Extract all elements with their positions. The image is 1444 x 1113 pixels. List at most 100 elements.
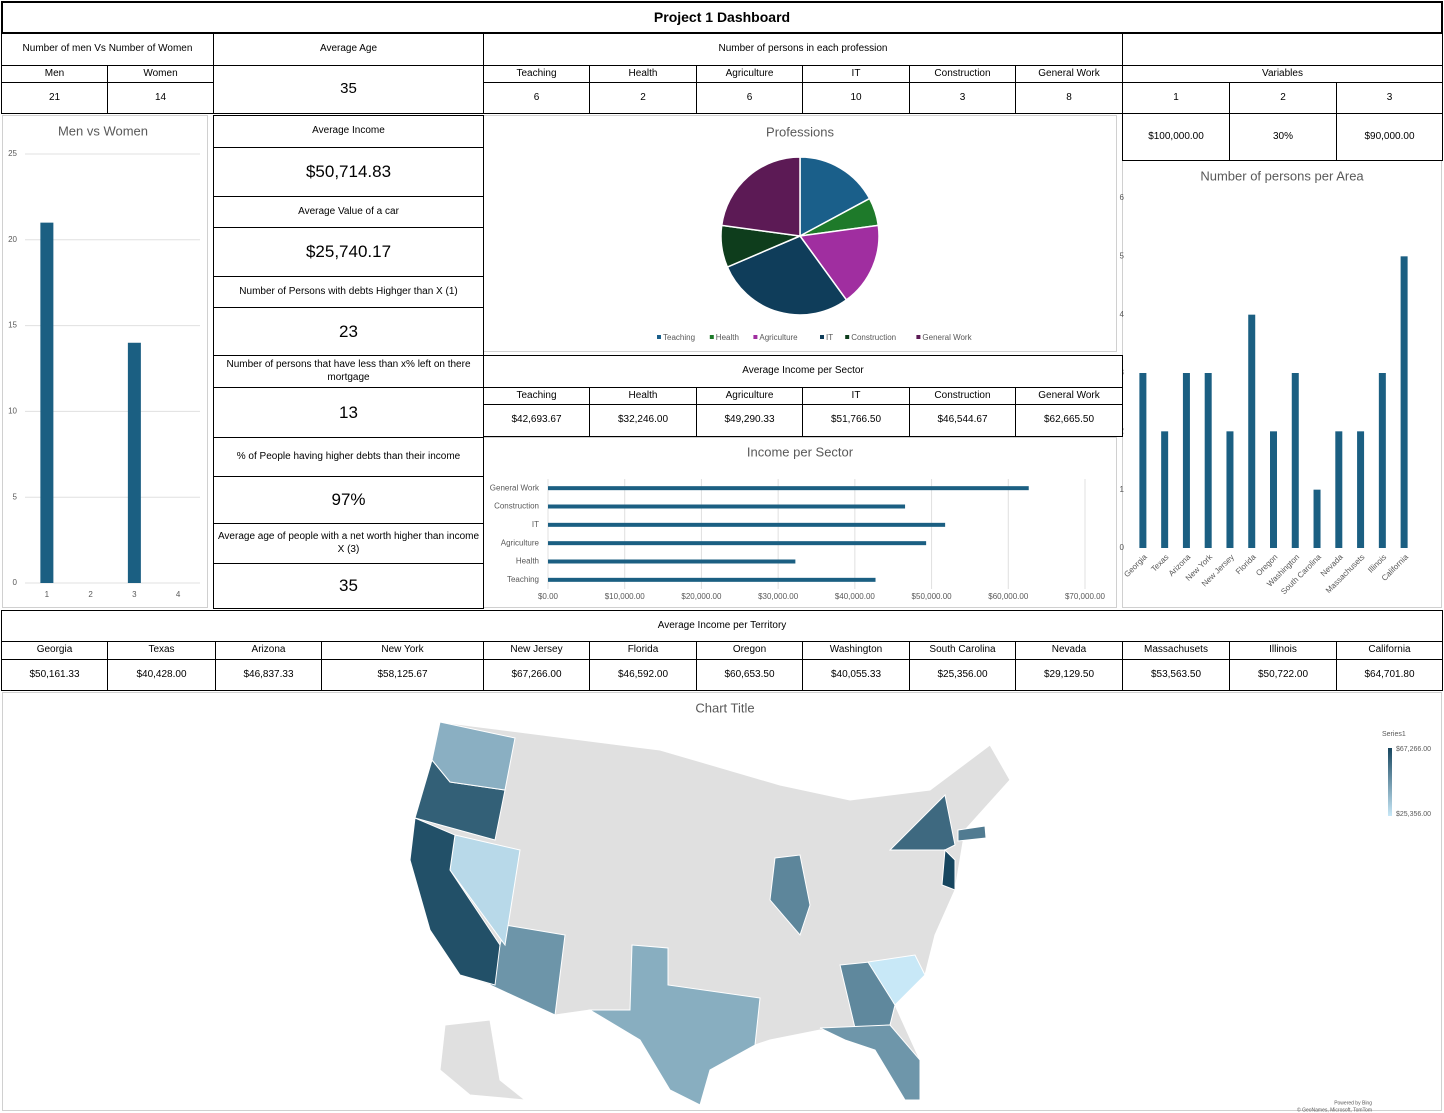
bar: [548, 559, 796, 564]
y-tick-label: Construction: [494, 502, 539, 511]
pie-slice: [798, 224, 880, 301]
header-cell: Average Income per Territory: [1, 610, 1443, 642]
x-tick-label: 1: [45, 590, 50, 599]
map-credit: Powered by Bing: [1334, 1100, 1372, 1106]
legend-gradient: [1388, 748, 1392, 816]
column-header: 1: [1122, 82, 1230, 114]
bar: [1291, 373, 1299, 548]
header-cell: Number of men Vs Number of Women: [1, 33, 214, 66]
value-cell: $64,701.80: [1336, 659, 1443, 691]
legend-label: Teaching: [663, 333, 695, 342]
column-header: IT: [802, 65, 910, 83]
state-region: [588, 944, 761, 1106]
column-header: General Work: [1015, 65, 1123, 83]
pie-slice: [726, 235, 848, 316]
legend-title: Series1: [1382, 731, 1406, 738]
y-tick-label: 5: [1120, 251, 1125, 260]
bar: [548, 541, 927, 546]
column-header: Illinois: [1229, 641, 1337, 660]
column-header: Georgia: [1, 641, 108, 660]
column-header: Massachusets: [1122, 641, 1230, 660]
y-tick-label: 0: [1120, 543, 1125, 552]
column-header: Arizona: [215, 641, 322, 660]
value-cell: 8: [1015, 82, 1123, 114]
chart-title: Professions: [766, 124, 834, 139]
chart-title: Chart Title: [695, 700, 754, 715]
bar: [548, 577, 876, 582]
bar: [1204, 373, 1212, 548]
bar: [1313, 489, 1321, 548]
value-cell: $46,544.67: [909, 404, 1016, 437]
column-header: South Carolina: [909, 641, 1016, 660]
value-cell: $50,722.00: [1229, 659, 1337, 691]
pie-slice: [720, 156, 801, 237]
column-header: General Work: [1015, 387, 1123, 405]
chart-frame: [2, 692, 1442, 1111]
y-tick-label: Agriculture: [501, 538, 540, 547]
kpi-label: % of People having higher debts than the…: [213, 437, 484, 477]
y-tick-label: 4: [1120, 310, 1125, 319]
value-cell: 2: [589, 82, 697, 114]
x-tick-label: $0.00: [538, 592, 559, 601]
kpi-label: Average Income: [213, 115, 484, 148]
kpi-label: Average age of people with a net worth h…: [213, 523, 484, 564]
state-region: [957, 825, 987, 842]
value-cell: $25,356.00: [909, 659, 1016, 691]
column-header: 3: [1336, 82, 1443, 114]
value-cell: $40,428.00: [107, 659, 216, 691]
x-tick-label: $40,000.00: [835, 592, 876, 601]
chart-title: Number of persons per Area: [1200, 168, 1364, 183]
value-cell: $53,563.50: [1122, 659, 1230, 691]
x-tick-label: $60,000.00: [988, 592, 1029, 601]
value-cell: $58,125.67: [321, 659, 484, 691]
kpi-value: 97%: [213, 476, 484, 524]
column-header: Agriculture: [696, 65, 803, 83]
value-cell: 6: [483, 82, 590, 114]
kpi-value: 13: [213, 387, 484, 438]
value-cell: $67,266.00: [483, 659, 590, 691]
state-region: [941, 848, 956, 891]
value-cell: $46,837.33: [215, 659, 322, 691]
legend-label: Health: [716, 333, 739, 342]
x-tick-label: 2: [88, 590, 93, 599]
chart-title: Men vs Women: [58, 123, 148, 138]
value-cell: $29,129.50: [1015, 659, 1123, 691]
x-tick-label: Georgia: [1122, 552, 1149, 579]
map-credit: © GeoNames, Microsoft, TomTom: [1297, 1106, 1372, 1113]
legend-marker: [709, 335, 714, 339]
legend-marker: [657, 335, 661, 339]
pie-slice: [799, 156, 871, 238]
column-header: Teaching: [483, 387, 590, 405]
column-header: Washington: [802, 641, 910, 660]
y-tick-label: 15: [8, 321, 17, 330]
value-cell: $100,000.00: [1122, 113, 1230, 161]
bar: [1161, 431, 1169, 548]
column-header: Health: [589, 65, 697, 83]
kpi-value: 35: [213, 563, 484, 609]
legend-max: $67,266.00: [1396, 746, 1431, 753]
kpi-label: Average Value of a car: [213, 196, 484, 228]
bar: [1226, 431, 1234, 548]
column-header: Women: [107, 65, 214, 83]
value-cell: 30%: [1229, 113, 1337, 161]
state-region: [819, 1024, 921, 1101]
state-region: [489, 924, 566, 1016]
value-cell: $42,693.67: [483, 404, 590, 437]
x-tick-label: $30,000.00: [758, 592, 799, 601]
column-header: Florida: [589, 641, 697, 660]
column-header: Men: [1, 65, 108, 83]
y-tick-label: 1: [1120, 485, 1125, 494]
column-header: 2: [1229, 82, 1337, 114]
state-region: [409, 817, 501, 986]
value-cell: $51,766.50: [802, 404, 910, 437]
legend-marker: [820, 335, 824, 339]
value-cell: 10: [802, 82, 910, 114]
column-header: Construction: [909, 387, 1016, 405]
column-header: Variables: [1122, 65, 1443, 83]
header-cell: Average Age: [213, 33, 484, 66]
column-header: Oregon: [696, 641, 803, 660]
bar: [40, 222, 54, 583]
bar: [1335, 431, 1343, 548]
column-header: California: [1336, 641, 1443, 660]
bar: [1248, 314, 1256, 548]
